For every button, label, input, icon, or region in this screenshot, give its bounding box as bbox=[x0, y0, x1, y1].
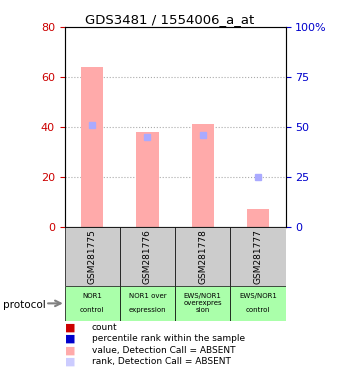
Text: NOR1

control: NOR1 control bbox=[80, 293, 104, 313]
Text: EWS/NOR1

control: EWS/NOR1 control bbox=[239, 293, 277, 313]
Text: count: count bbox=[92, 323, 117, 332]
Text: NOR1 over

expression: NOR1 over expression bbox=[129, 293, 166, 313]
Bar bbox=[65, 227, 120, 286]
Text: ■: ■ bbox=[65, 345, 75, 355]
Text: rank, Detection Call = ABSENT: rank, Detection Call = ABSENT bbox=[92, 357, 231, 366]
Text: percentile rank within the sample: percentile rank within the sample bbox=[92, 334, 245, 343]
Text: value, Detection Call = ABSENT: value, Detection Call = ABSENT bbox=[92, 346, 235, 355]
Bar bbox=[120, 227, 175, 286]
Text: GSM281777: GSM281777 bbox=[254, 229, 262, 284]
Text: GSM281778: GSM281778 bbox=[198, 229, 207, 284]
Text: ■: ■ bbox=[65, 334, 75, 344]
Text: GSM281776: GSM281776 bbox=[143, 229, 152, 284]
Bar bbox=[231, 286, 286, 321]
Text: protocol: protocol bbox=[3, 300, 46, 310]
Bar bbox=[136, 132, 158, 227]
Text: GSM281775: GSM281775 bbox=[88, 229, 97, 284]
Bar bbox=[231, 227, 286, 286]
Text: EWS/NOR1
overexpres
sion: EWS/NOR1 overexpres sion bbox=[183, 293, 222, 313]
Bar bbox=[192, 124, 214, 227]
Bar bbox=[65, 286, 120, 321]
Bar bbox=[175, 227, 231, 286]
Bar bbox=[81, 67, 103, 227]
Bar bbox=[120, 286, 175, 321]
Text: GDS3481 / 1554006_a_at: GDS3481 / 1554006_a_at bbox=[85, 13, 255, 26]
Text: ■: ■ bbox=[65, 357, 75, 367]
Bar bbox=[175, 286, 231, 321]
Text: ■: ■ bbox=[65, 322, 75, 332]
Bar bbox=[247, 209, 269, 227]
